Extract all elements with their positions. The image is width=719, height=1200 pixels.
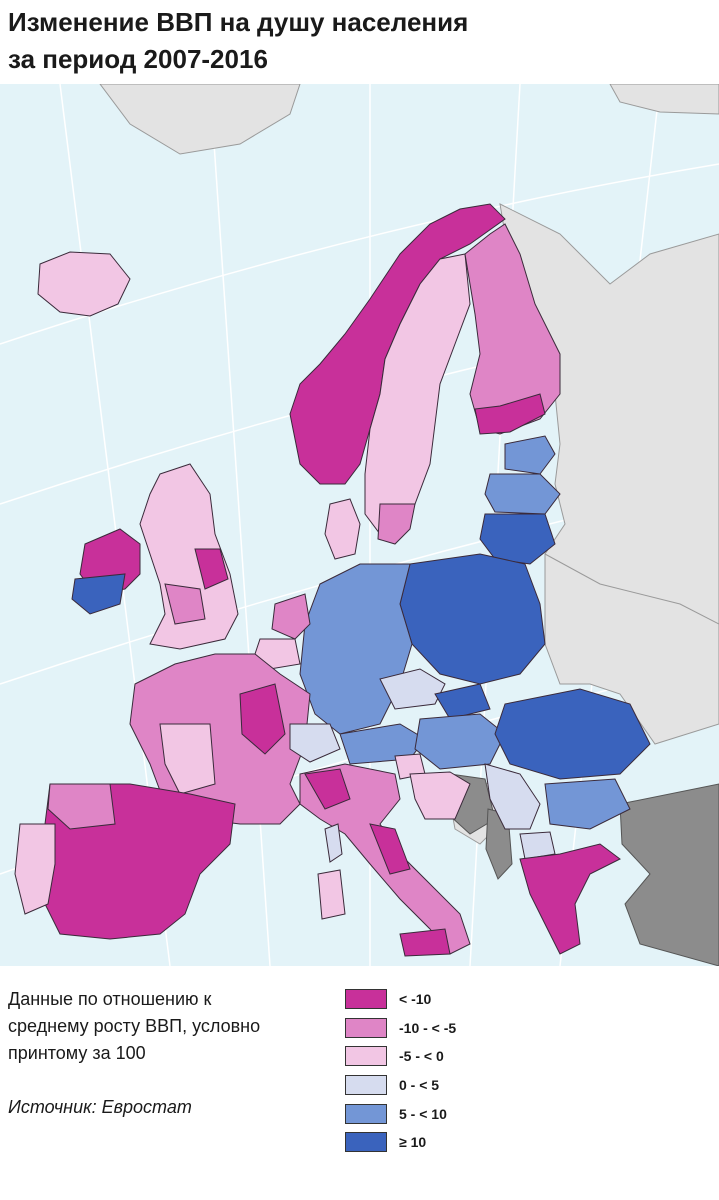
legend-item: ≥ 10 [345, 1128, 545, 1157]
legend-label: 5 - < 10 [399, 1105, 447, 1122]
romania [494, 688, 651, 780]
lithuania [479, 513, 556, 565]
sicily [399, 928, 451, 957]
uk-northeast [194, 548, 229, 590]
france-centre [239, 683, 286, 755]
finland-south [474, 393, 546, 435]
portugal [14, 823, 56, 915]
italy-north [304, 768, 351, 810]
europe-map [0, 84, 719, 966]
legend-swatch [345, 989, 387, 1010]
legend-label: < -10 [399, 991, 432, 1008]
ireland-south [71, 573, 126, 615]
iceland [37, 251, 131, 317]
slovakia [434, 683, 491, 720]
serbia [484, 763, 541, 830]
legend-label: ≥ 10 [399, 1134, 427, 1151]
denmark [324, 498, 361, 560]
greenland [99, 84, 301, 155]
netherlands [271, 593, 311, 640]
france-west [159, 723, 216, 795]
legend-label: -5 - < 0 [399, 1048, 444, 1065]
united-kingdom [139, 463, 239, 650]
macedonia [519, 831, 556, 860]
source-note: Источник: Евростат [8, 1097, 192, 1117]
legend-item: < -10 [345, 985, 545, 1014]
note-line-1: Данные по отношению к [8, 989, 212, 1009]
legend-swatch [345, 1017, 387, 1038]
map-title: Изменение ВВП на душу населения за перио… [8, 4, 708, 78]
uk-midlands [164, 583, 206, 625]
legend: < -10 -10 - < -5 -5 - < 0 0 - < 5 5 - < … [345, 985, 545, 1157]
legend-swatch [345, 1103, 387, 1124]
sweden-south [377, 503, 416, 545]
greece [519, 843, 621, 955]
legend-swatch [345, 1132, 387, 1153]
bulgaria [544, 778, 631, 830]
sardinia [317, 869, 346, 920]
norway [289, 203, 506, 485]
croatia [409, 771, 471, 820]
no-data-regions [447, 773, 719, 966]
turkey-region [619, 783, 719, 966]
legend-swatch [345, 1046, 387, 1067]
switzerland [289, 723, 341, 763]
legend-label: 0 - < 5 [399, 1077, 440, 1094]
spain-northwest [47, 783, 116, 830]
finland [464, 223, 561, 435]
legend-item: -10 - < -5 [345, 1014, 545, 1043]
eu-regions [14, 203, 651, 957]
germany [299, 563, 413, 735]
legend-label: -10 - < -5 [399, 1019, 457, 1036]
legend-item: 0 - < 5 [345, 1071, 545, 1100]
legend-swatch [345, 1075, 387, 1096]
hungary [414, 713, 506, 770]
legend-item: -5 - < 0 [345, 1042, 545, 1071]
map-notes: Данные по отношению к среднему росту ВВП… [8, 986, 328, 1067]
sweden [364, 253, 471, 535]
title-line-1: Изменение ВВП на душу населения [8, 7, 469, 37]
legend-item: 5 - < 10 [345, 1099, 545, 1128]
estonia [504, 435, 556, 475]
note-line-3: принтому за 100 [8, 1043, 146, 1063]
arctic-islands [609, 84, 719, 115]
belgium [254, 638, 301, 670]
italy-centre [369, 823, 411, 875]
note-line-2: среднему росту ВВП, условно [8, 1016, 261, 1036]
corsica [324, 823, 343, 863]
title-line-2: за период 2007-2016 [8, 44, 268, 74]
belarus-ukraine [544, 553, 719, 745]
